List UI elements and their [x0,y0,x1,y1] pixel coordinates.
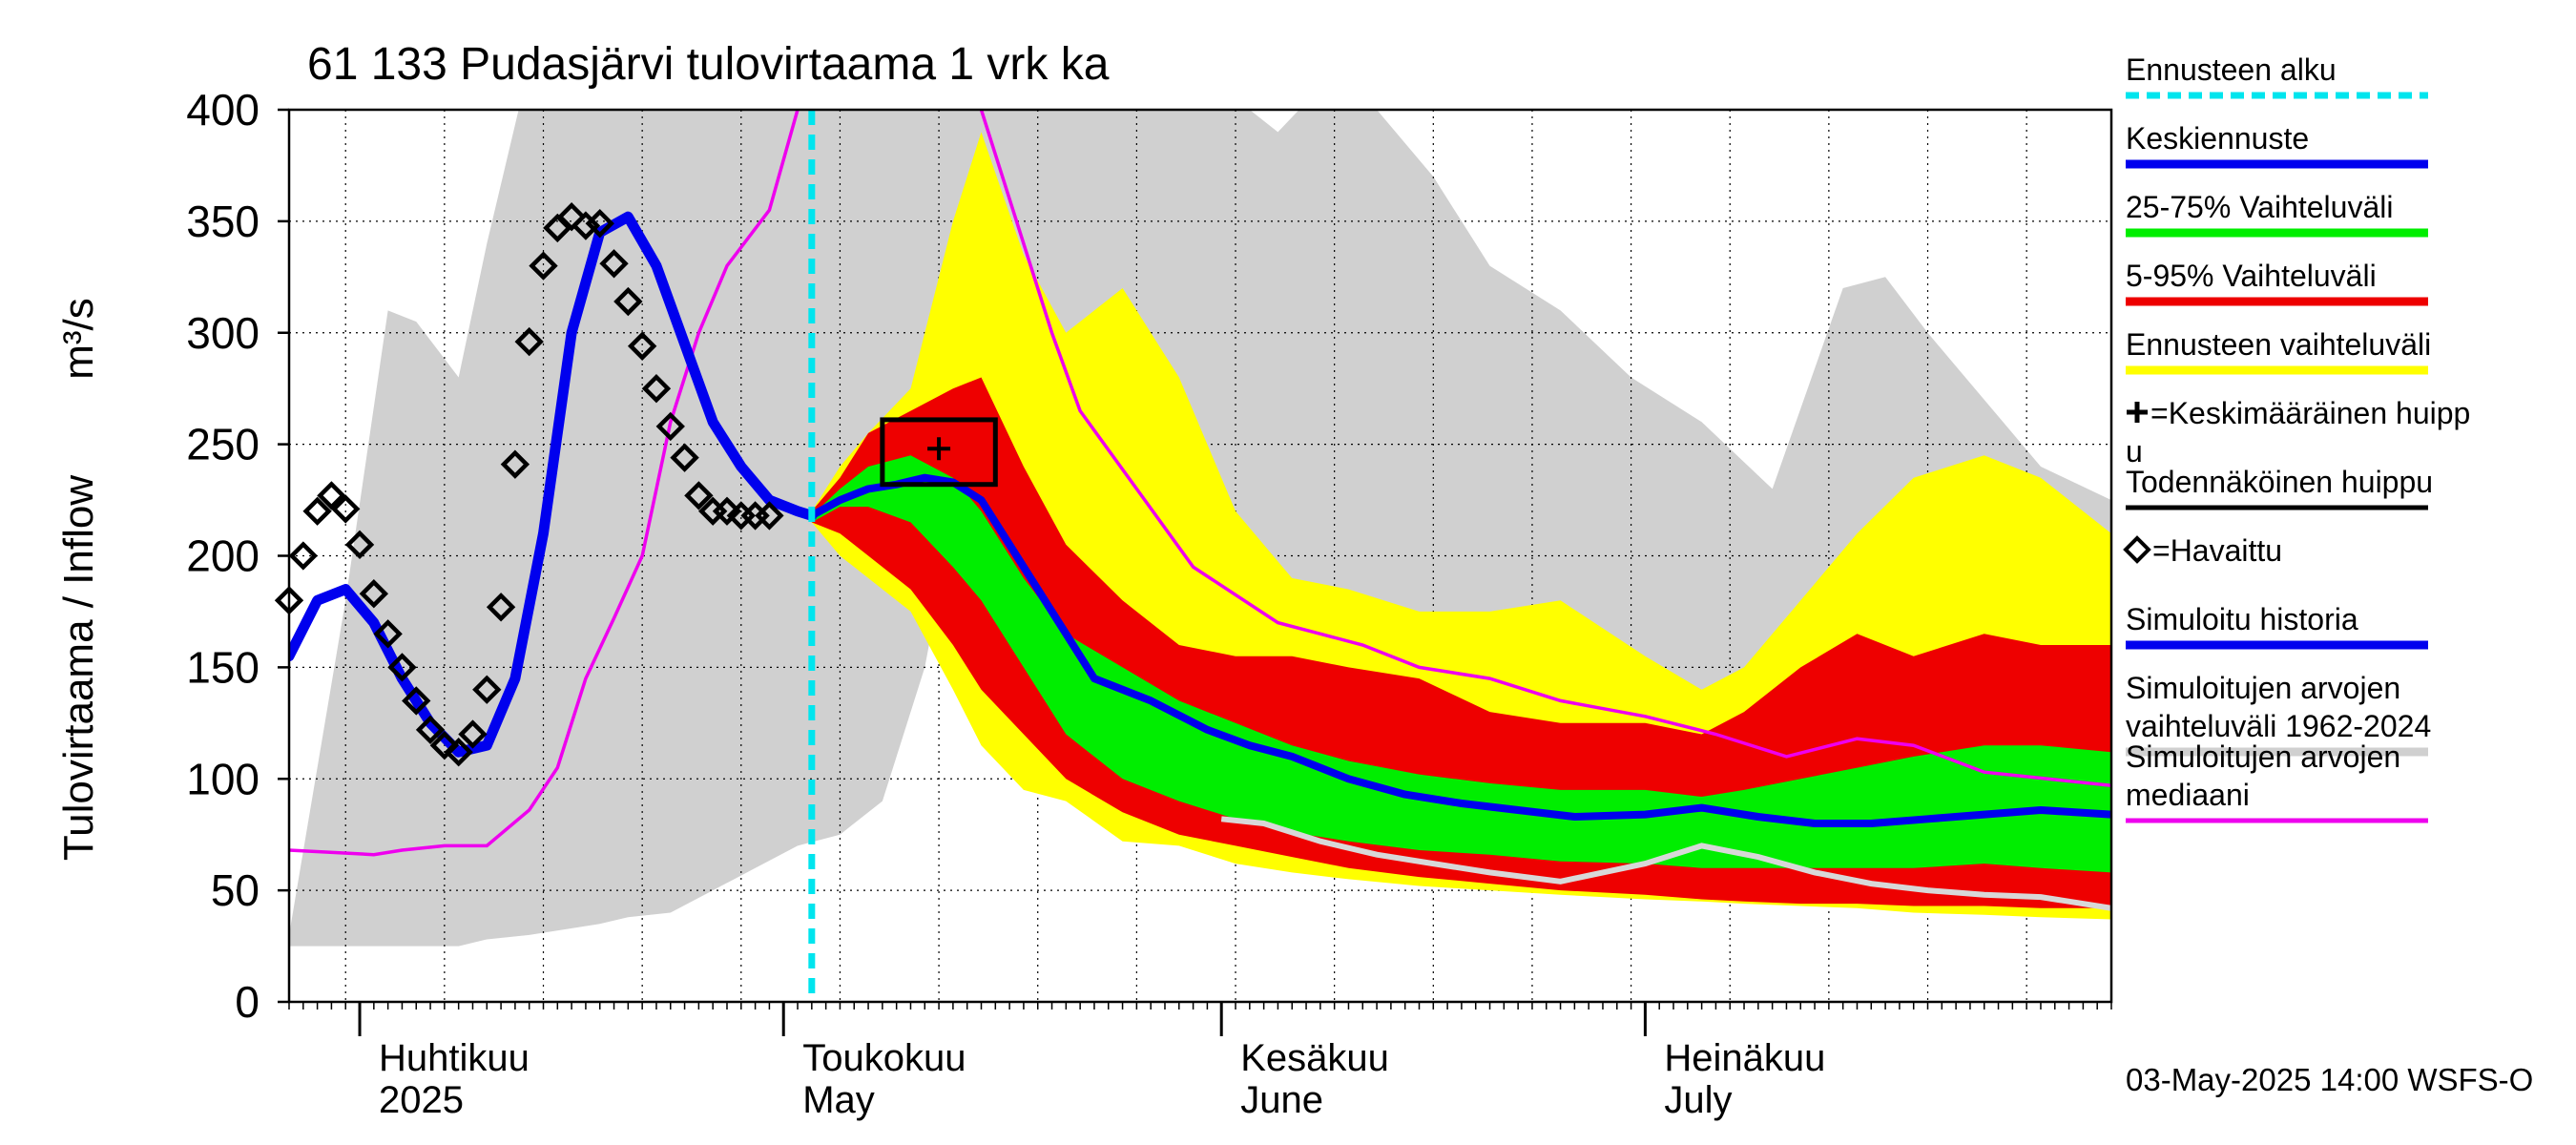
legend-diamond-symbol [2123,535,2151,564]
y-axis-label: Tulovirtaama / Inflow [55,475,102,862]
observed-point [444,738,473,767]
y-tick-label: 300 [186,308,260,358]
observed-point [359,579,389,609]
observed-point [755,501,784,531]
legend-label-line2: vaihteluväli 1962-2024 [2126,709,2431,743]
y-tick-label: 100 [186,754,260,803]
forecast-bands [811,132,2111,920]
forecast-25-75-band [811,455,2111,873]
observed-point [514,326,544,357]
grid [289,110,2111,1002]
observed-point [387,653,417,682]
legend-label-line2: u [2126,434,2143,468]
observed-point [373,619,403,649]
y-tick-label: 150 [186,642,260,692]
observed-point [613,286,643,317]
observed-point [415,715,446,745]
observed-point [402,686,431,716]
legend-label: =Keskimääräinen huipp [2150,396,2470,430]
x-month-label: Huhtikuu [379,1037,530,1079]
observed-point [670,443,699,472]
y-tick-label: 350 [186,197,260,246]
forecast-mean-line [809,473,2111,827]
x-month-sublabel: July [1664,1079,1732,1121]
observed-point [529,251,558,281]
x-month-sublabel: June [1240,1079,1323,1121]
observed-markers [274,202,784,767]
footer-text: 03-May-2025 14:00 WSFS-O [2126,1062,2533,1097]
observed-point [344,530,375,559]
historical-median-line [289,110,2111,857]
observed-point [429,731,460,760]
legend-label: =Havaittu [2152,533,2282,568]
legend-label: Simuloitujen arvojen [2126,739,2400,774]
observed-point [655,411,685,442]
legend-label: Ennusteen alku [2126,52,2337,87]
observed-point [458,719,488,749]
legend-label: Ennusteen vaihteluväli [2126,327,2431,362]
observed-point [684,481,714,510]
observed-point [331,494,361,524]
observed-point [288,541,318,571]
observed-point [627,331,657,361]
mean-peak-marker [927,437,951,461]
simulated-history-median-line [1220,816,2111,911]
chart-title: 61 133 Pudasjärvi tulovirtaama 1 vrk ka [307,39,1110,90]
observed-point [472,675,502,704]
legend-label: Keskiennuste [2126,121,2309,156]
x-month-label: Heinäkuu [1664,1037,1825,1079]
legend-label: Todennäköinen huippu [2126,465,2433,499]
observed-point [712,496,742,526]
x-month-label: Toukokuu [802,1037,966,1079]
observed-point [302,496,332,526]
observed-point [599,249,629,279]
probable-peak-box [880,417,998,488]
x-month-label: Kesäkuu [1240,1037,1389,1079]
legend-label: Simuloitujen arvojen [2126,671,2400,705]
legend-plus-symbol [2127,402,2148,423]
y-tick-label: 0 [235,977,260,1027]
y-tick-label: 50 [211,865,260,915]
observed-point [571,211,601,240]
y-tick-label: 200 [186,531,260,581]
legend-label: Simuloitu historia [2126,602,2358,636]
observed-point [486,593,516,622]
observed-point [641,374,672,404]
y-axis-unit: m³/s [55,298,102,380]
x-month-sublabel: May [802,1079,875,1121]
observed-point [556,202,587,232]
y-tick-label: 250 [186,420,260,469]
observed-point [585,209,614,239]
x-month-sublabel: 2025 [379,1079,464,1121]
observed-point [500,449,530,479]
legend: Ennusteen alku Keskiennuste 25-75% Vaihtel… [2123,52,2470,823]
observed-point [317,481,346,510]
legend-label-line2: mediaani [2126,778,2250,812]
legend-label: 5-95% Vaihteluväli [2126,259,2377,293]
y-tick-label: 400 [186,85,260,135]
legend-label: 25-75% Vaihteluväli [2126,190,2393,224]
